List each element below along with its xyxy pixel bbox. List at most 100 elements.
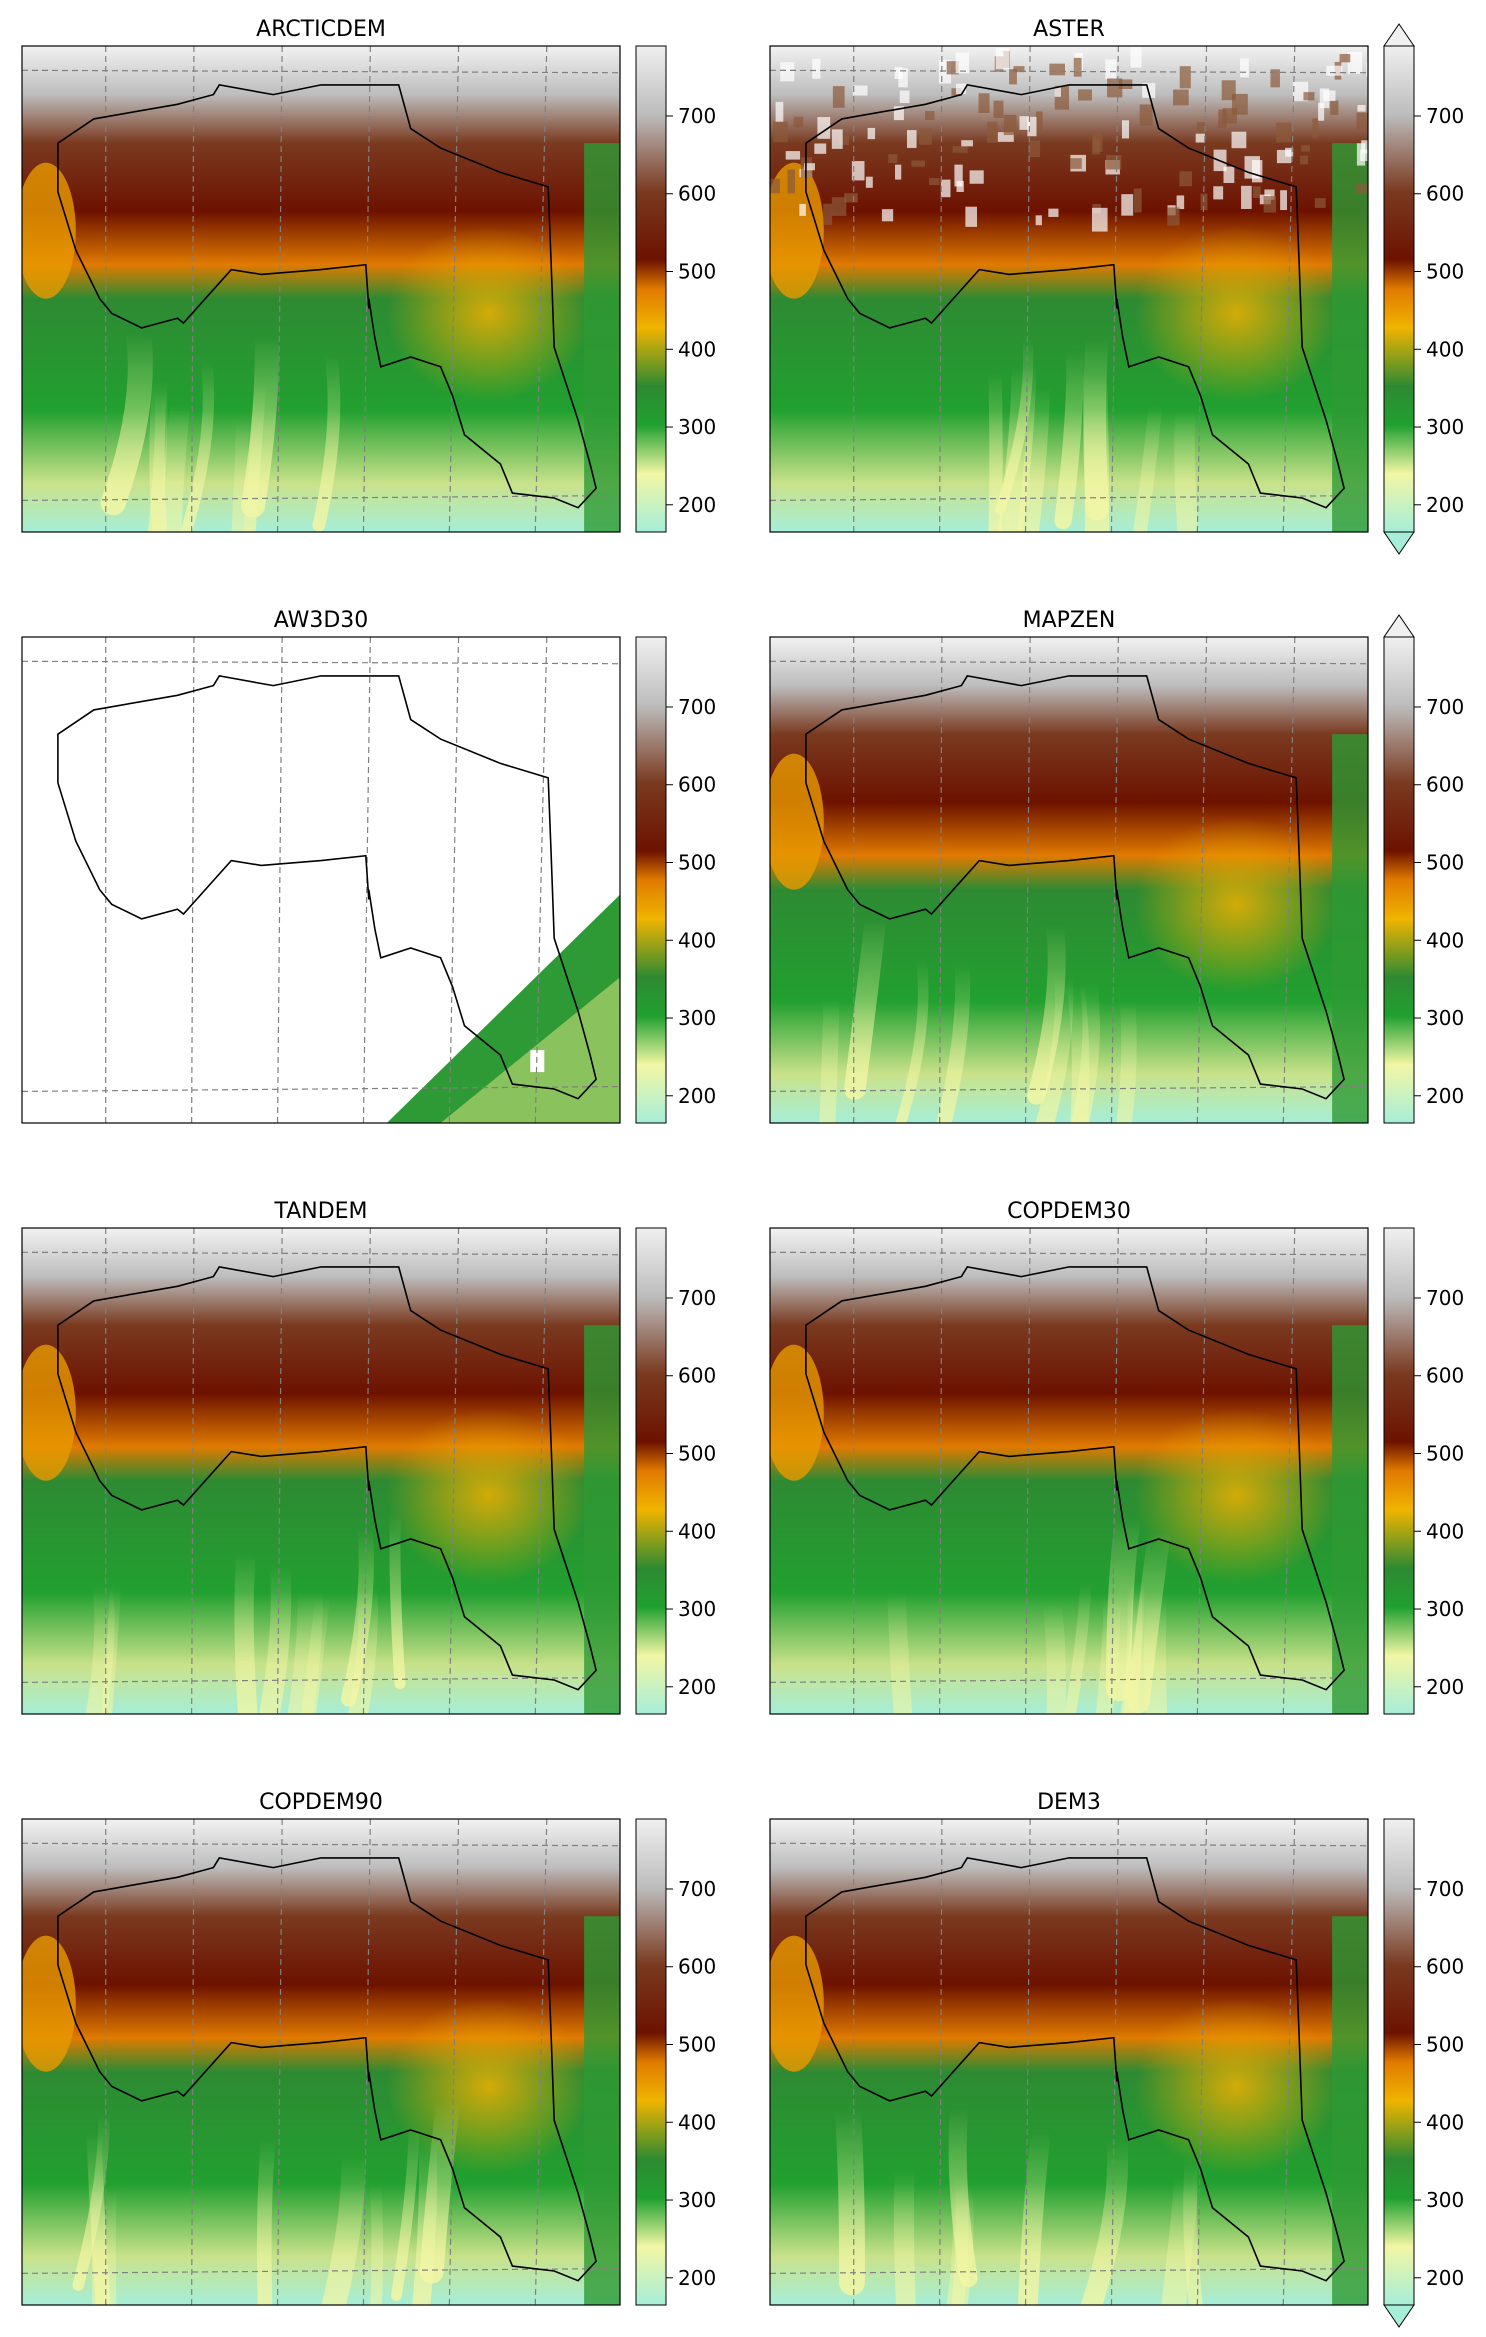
colorbar: 200 300 400 500 600 700 <box>1383 1227 1464 1715</box>
colorbar-tick-label: 300 <box>1426 1597 1464 1621</box>
colorbar-tick-label: 200 <box>1426 493 1464 517</box>
colorbar-tick-label: 500 <box>1426 2033 1464 2057</box>
graticule <box>770 1819 1368 2305</box>
region-outline <box>805 1857 1345 2282</box>
graticule <box>22 637 620 1123</box>
colorbar-tick-label: 500 <box>678 260 716 284</box>
colorbar-tick-label: 300 <box>678 1006 716 1030</box>
colorbar-tick-label: 600 <box>678 773 716 797</box>
colorbar-tick-label: 400 <box>1426 1519 1464 1543</box>
colorbar-tick-label: 500 <box>1426 1442 1464 1466</box>
map-frame <box>21 1818 621 2306</box>
elevation-map <box>22 1228 620 1714</box>
colorbar-tick-label: 700 <box>678 695 716 719</box>
colorbar-tick-label: 500 <box>678 2033 716 2057</box>
colorbar-tick-label: 300 <box>678 2188 716 2212</box>
panel-title: ASTER <box>1033 17 1105 42</box>
colorbar-tick-label: 700 <box>678 1877 716 1901</box>
colorbar-tick-label: 400 <box>678 928 716 952</box>
elevation-map <box>770 637 1368 1123</box>
colorbar-tick-label: 200 <box>1426 1084 1464 1108</box>
colorbar: 200 300 400 500 600 700 <box>635 1818 716 2306</box>
colorbar: 200 300 400 500 600 700 <box>635 1227 716 1715</box>
region-outline <box>57 1857 597 2282</box>
colorbar-tick-label: 200 <box>1426 1675 1464 1699</box>
elevation-map <box>22 637 620 1123</box>
colorbar-tick-label: 600 <box>678 1364 716 1388</box>
region-outline <box>805 84 1345 509</box>
colorbar-tick-label: 600 <box>678 182 716 206</box>
panel-copdem30: COPDEM30 200 300 400 500 600 700 <box>769 1199 1464 1715</box>
colorbar-tick-label: 600 <box>1426 1955 1464 1979</box>
colorbar-tick-label: 200 <box>678 2266 716 2290</box>
panel-tandem: TANDEM 200 300 400 500 600 700 <box>21 1199 716 1715</box>
colorbar: 200 300 400 500 600 700 <box>1383 23 1464 555</box>
elevation-map <box>22 46 620 532</box>
colorbar-tick-label: 500 <box>678 1442 716 1466</box>
map-frame <box>21 1227 621 1715</box>
map-frame <box>769 45 1369 533</box>
colorbar-tick-label: 300 <box>1426 415 1464 439</box>
colorbar-tick-label: 600 <box>1426 1364 1464 1388</box>
colorbar-tick-label: 600 <box>678 1955 716 1979</box>
colorbar-tick-label: 400 <box>1426 337 1464 361</box>
colorbar-tick-label: 200 <box>678 1675 716 1699</box>
colorbar-tick-label: 600 <box>1426 182 1464 206</box>
colorbar-tick-label: 500 <box>678 851 716 875</box>
colorbar-tick-label: 700 <box>1426 104 1464 128</box>
map-frame <box>769 1818 1369 2306</box>
graticule <box>770 1228 1368 1714</box>
colorbar-tick-label: 700 <box>1426 1877 1464 1901</box>
colorbar-tick-label: 300 <box>678 1597 716 1621</box>
colorbar-extend-min <box>1383 531 1415 555</box>
colorbar-tick-label: 200 <box>678 493 716 517</box>
colorbar: 200 300 400 500 600 700 <box>635 636 716 1124</box>
colorbar-tick-label: 400 <box>1426 2110 1464 2134</box>
colorbar-tick-label: 600 <box>1426 773 1464 797</box>
colorbar-tick-label: 700 <box>678 1286 716 1310</box>
colorbar: 200 300 400 500 600 700 <box>1383 614 1464 1124</box>
panel-aw3d30: AW3D30 200 300 400 500 600 700 <box>21 608 716 1124</box>
graticule <box>22 46 620 532</box>
colorbar-tick-label: 500 <box>1426 260 1464 284</box>
panel-title: AW3D30 <box>274 608 369 633</box>
colorbar-extend-max <box>1383 614 1415 638</box>
region-outline <box>805 1266 1345 1691</box>
region-outline <box>57 675 597 1100</box>
panel-copdem90: COPDEM90 200 300 400 500 600 700 <box>21 1790 716 2306</box>
elevation-map <box>770 1228 1368 1714</box>
colorbar-tick-label: 300 <box>1426 1006 1464 1030</box>
elevation-map <box>770 1819 1368 2305</box>
colorbar-tick-label: 700 <box>678 104 716 128</box>
panel-title: COPDEM90 <box>259 1790 383 1815</box>
panel-dem3: DEM3 200 300 400 500 600 700 <box>769 1790 1464 2328</box>
colorbar-tick-label: 400 <box>678 337 716 361</box>
colorbar-tick-label: 200 <box>1426 2266 1464 2290</box>
colorbar: 200 300 400 500 600 700 <box>635 45 716 533</box>
colorbar-tick-label: 400 <box>1426 928 1464 952</box>
panel-title: TANDEM <box>273 1199 367 1224</box>
panel-arcticdem: ARCTICDEM 200 300 400 500 600 700 <box>21 17 716 533</box>
region-outline <box>805 675 1345 1100</box>
region-outline <box>57 84 597 509</box>
panel-title: MAPZEN <box>1023 608 1116 633</box>
colorbar-extend-min <box>1383 2304 1415 2328</box>
map-frame <box>21 45 621 533</box>
colorbar-tick-label: 300 <box>678 415 716 439</box>
colorbar-tick-label: 400 <box>678 1519 716 1543</box>
map-frame <box>21 636 621 1124</box>
panel-title: DEM3 <box>1037 1790 1101 1815</box>
colorbar-tick-label: 500 <box>1426 851 1464 875</box>
panel-mapzen: MAPZEN 200 300 400 500 600 700 <box>769 608 1464 1124</box>
colorbar-tick-label: 700 <box>1426 695 1464 719</box>
panel-title: ARCTICDEM <box>256 17 386 42</box>
colorbar-tick-label: 200 <box>678 1084 716 1108</box>
panel-aster: ASTER 200 300 400 500 600 700 <box>769 17 1464 555</box>
region-outline <box>57 1266 597 1691</box>
colorbar: 200 300 400 500 600 700 <box>1383 1818 1464 2328</box>
elevation-map <box>22 1819 620 2305</box>
colorbar-tick-label: 400 <box>678 2110 716 2134</box>
colorbar-tick-label: 300 <box>1426 2188 1464 2212</box>
colorbar-extend-max <box>1383 23 1415 47</box>
